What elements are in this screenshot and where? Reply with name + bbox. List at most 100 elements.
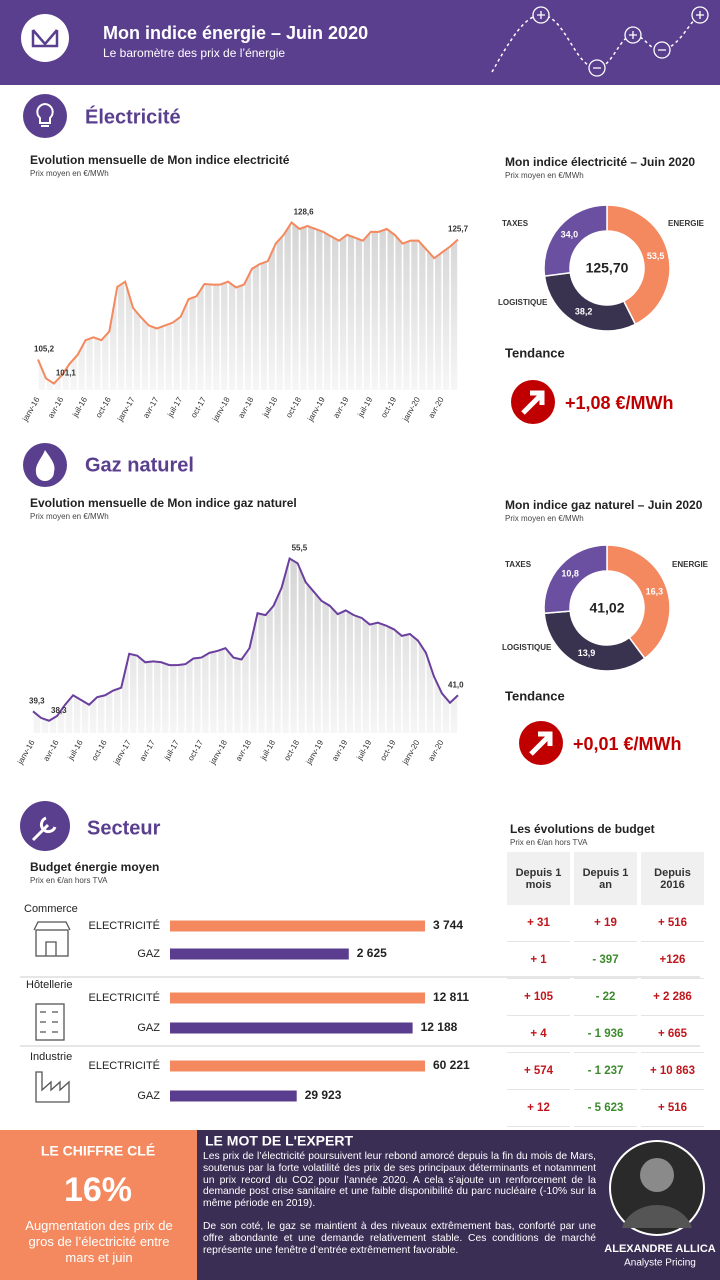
flame-icon xyxy=(35,450,55,481)
x-tick-label: oct-18 xyxy=(284,395,303,419)
section-title: Gaz naturel xyxy=(85,454,194,476)
x-tick-label: avr-18 xyxy=(236,395,255,420)
table-cell: - 5 623 xyxy=(574,1090,637,1127)
trend-arrow xyxy=(521,390,545,415)
subtitle: Le baromètre des prix de l’énergie xyxy=(103,46,285,60)
donut-segment xyxy=(543,204,608,277)
table-cell: + 31 xyxy=(507,905,570,942)
expert-text: Les prix de l’électricité poursuivent le… xyxy=(203,1151,596,1256)
data-label: 41,0 xyxy=(448,680,464,689)
x-tick-label: janv-20 xyxy=(400,738,422,767)
trend-value: +0,01 €/MWh xyxy=(573,734,682,754)
bar xyxy=(170,920,425,932)
x-tick-label: janv-17 xyxy=(111,738,133,767)
bar xyxy=(170,948,349,960)
x-tick-label: janv-20 xyxy=(401,395,423,424)
chart-subtitle: Prix moyen en €/MWh xyxy=(505,514,584,523)
table-cell: - 22 xyxy=(574,979,637,1016)
x-tick-label: oct-19 xyxy=(378,738,397,762)
data-label: 60 221 xyxy=(433,1058,470,1072)
data-label: 101,1 xyxy=(56,369,77,378)
x-tick-label: oct-19 xyxy=(379,395,398,419)
x-tick-label: avr-16 xyxy=(46,395,65,420)
area-fill xyxy=(33,558,458,733)
data-label: 2 625 xyxy=(357,946,387,960)
area-fill xyxy=(38,222,458,390)
expert-photo-body xyxy=(622,1205,692,1228)
chart-title: Evolution mensuelle de Mon indice electr… xyxy=(30,153,290,167)
chart-title: Mon indice gaz naturel – Juin 2020 xyxy=(505,498,703,512)
chart-subtitle: Prix en €/an hors TVA xyxy=(30,876,108,885)
data-label: 39,3 xyxy=(29,696,45,705)
x-tick-label: avr-20 xyxy=(427,395,446,420)
bar xyxy=(170,1060,425,1072)
donut-segment xyxy=(543,271,637,332)
trend-arrow xyxy=(529,731,553,756)
series-label: ELECTRICITÉ xyxy=(88,919,160,932)
category-label: LOGISTIQUE xyxy=(498,298,548,307)
trend-label: Tendance xyxy=(505,688,565,703)
donut-segment xyxy=(543,610,646,672)
chart-subtitle: Prix moyen en €/MWh xyxy=(30,512,109,521)
category-label: ENERGIE xyxy=(668,219,705,228)
category-label: TAXES xyxy=(502,219,529,228)
table-cell: + 1 xyxy=(507,942,570,979)
column-header: Depuis 1 an xyxy=(574,852,637,905)
trend-value: +1,08 €/MWh xyxy=(565,393,674,413)
series-label: ELECTRICITÉ xyxy=(88,991,160,1004)
x-tick-label: oct-16 xyxy=(94,395,113,419)
column-header: Depuis 1 mois xyxy=(507,852,570,905)
x-tick-label: avr-18 xyxy=(234,738,253,763)
data-label: 53,5 xyxy=(647,251,665,261)
table-cell: - 1 936 xyxy=(574,1016,637,1053)
x-tick-label: avr-17 xyxy=(138,738,157,763)
table-cell: + 4 xyxy=(507,1016,570,1053)
table-subtitle: Prix en €/an hors TVA xyxy=(510,838,588,847)
section-title: Secteur xyxy=(87,817,161,839)
data-label: 12 188 xyxy=(421,1020,458,1034)
series-label: ELECTRICITÉ xyxy=(88,1059,160,1072)
table-cell: + 10 863 xyxy=(641,1053,704,1090)
x-tick-label: janv-18 xyxy=(210,395,232,424)
section-icon xyxy=(23,94,67,138)
data-label: 125,7 xyxy=(448,225,469,234)
x-tick-label: janv-18 xyxy=(208,738,230,767)
x-tick-label: juil-16 xyxy=(66,738,85,762)
x-tick-label: avr-19 xyxy=(331,395,350,420)
table-cell: + 12 xyxy=(507,1090,570,1127)
data-label: 128,6 xyxy=(294,208,315,217)
logo xyxy=(21,14,69,62)
key-figure-value: 16% xyxy=(64,1171,132,1209)
sector-icons xyxy=(33,921,71,1103)
x-tick-label: janv-16 xyxy=(15,738,37,767)
key-figure-title: LE CHIFFRE CLÉ xyxy=(41,1143,155,1159)
x-tick-label: oct-17 xyxy=(186,738,205,762)
x-tick-label: oct-16 xyxy=(90,738,109,762)
table-cell: + 2 286 xyxy=(641,979,704,1016)
title: Mon indice énergie – Juin 2020 xyxy=(103,23,368,43)
expert-name: ALEXANDRE ALLICA xyxy=(604,1243,715,1255)
donut-center: 41,02 xyxy=(589,600,624,616)
x-tick-label: janv-17 xyxy=(115,395,137,424)
logo-icon xyxy=(31,29,59,48)
expert-role: Analyste Pricing xyxy=(624,1258,696,1269)
table-cell: + 516 xyxy=(641,905,704,942)
x-tick-label: juil-17 xyxy=(162,738,181,762)
chart-subtitle: Prix moyen en €/MWh xyxy=(505,171,584,180)
section-title: Électricité xyxy=(85,105,181,128)
x-tick-label: janv-16 xyxy=(20,395,42,424)
table-cell: - 397 xyxy=(574,942,637,979)
x-tick-label: avr-20 xyxy=(426,738,445,763)
expert-paragraph: Les prix de l’électricité poursuivent le… xyxy=(203,1151,596,1210)
chart-title: Evolution mensuelle de Mon indice gaz na… xyxy=(30,496,297,510)
x-tick-label: juil-16 xyxy=(70,395,89,419)
category-label: LOGISTIQUE xyxy=(502,643,552,652)
table-cell: + 665 xyxy=(641,1016,704,1053)
data-label: 38,3 xyxy=(51,706,67,715)
group-label: Hôtellerie xyxy=(26,979,72,991)
donut-segment xyxy=(606,544,671,660)
decor-dots xyxy=(532,6,709,77)
x-tick-label: juil-19 xyxy=(354,738,373,762)
chart-subtitle: Prix moyen en €/MWh xyxy=(30,169,109,178)
data-label: 38,2 xyxy=(575,307,593,317)
